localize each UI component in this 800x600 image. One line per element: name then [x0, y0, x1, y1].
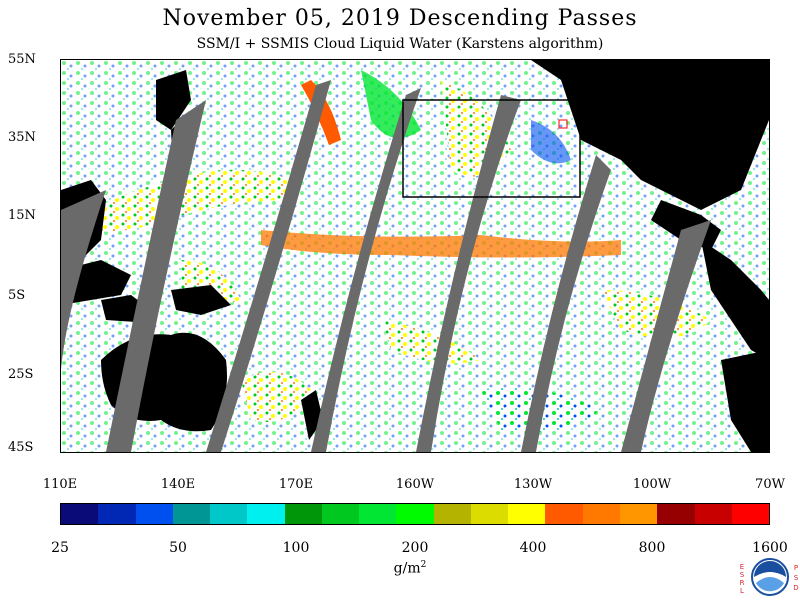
lat-label-5s: 5S: [8, 288, 26, 303]
lon-label-110e: 110E: [42, 477, 78, 492]
lon-label-140e: 140E: [160, 477, 196, 492]
legend-tick-label: 1600: [752, 540, 788, 556]
swath-gap: [61, 80, 711, 452]
noaa-logo-icon: [751, 558, 789, 596]
legend-units: g/m2: [380, 560, 440, 577]
lat-label-15n: 15N: [8, 208, 36, 223]
lon-label-100w: 100W: [632, 477, 672, 492]
lon-label-130w: 130W: [513, 477, 553, 492]
legend-color-cell-3: [172, 504, 211, 524]
legend-tick-label: 100: [282, 540, 310, 556]
map-subtitle: SSM/I + SSMIS Cloud Liquid Water (Karste…: [196, 36, 604, 52]
legend-tick-label: 25: [51, 540, 69, 556]
legend-color-cell-18: [731, 504, 770, 524]
legend-color-cell-9: [396, 504, 434, 524]
legend-color-cell-15: [619, 504, 658, 524]
lat-label-45s: 45S: [8, 440, 34, 455]
units-exponent: 2: [420, 560, 427, 570]
map-canvas: [61, 60, 769, 452]
legend-tick-label: 50: [169, 540, 187, 556]
units-text: g/m: [393, 560, 421, 577]
land-mass: [61, 60, 769, 452]
small-red-box: [558, 119, 568, 129]
legend-color-cell-6: [284, 504, 322, 524]
legend-color-cell-13: [545, 504, 583, 524]
lat-label-35n: 35N: [8, 130, 36, 145]
legend-tick-label: 400: [519, 540, 547, 556]
lon-label-160w: 160W: [395, 477, 435, 492]
legend-color-cell-0: [61, 504, 99, 524]
legend-color-cell-1: [98, 504, 136, 524]
legend-color-cell-4: [210, 504, 248, 524]
cloud-water-map: [60, 59, 770, 453]
legend-color-cell-11: [470, 504, 509, 524]
color-legend-bar: [60, 503, 770, 525]
legend-color-cell-12: [508, 504, 546, 524]
region-box: [402, 99, 581, 198]
map-title: November 05, 2019 Descending Passes: [162, 6, 638, 31]
lat-label-25s: 25S: [8, 367, 34, 382]
legend-color-cell-16: [657, 504, 695, 524]
legend-color-cell-8: [359, 504, 397, 524]
legend-color-cell-14: [582, 504, 620, 524]
legend-color-cell-7: [321, 504, 360, 524]
lat-label-55n: 55N: [8, 52, 36, 67]
legend-color-cell-5: [247, 504, 285, 524]
legend-color-cell-17: [694, 504, 732, 524]
legend-tick-label: 200: [401, 540, 429, 556]
lon-label-70w: 70W: [755, 477, 785, 492]
legend-tick-label: 800: [638, 540, 666, 556]
legend-color-cell-2: [135, 504, 173, 524]
lon-label-170e: 170E: [278, 477, 314, 492]
legend-color-cell-10: [433, 504, 471, 524]
